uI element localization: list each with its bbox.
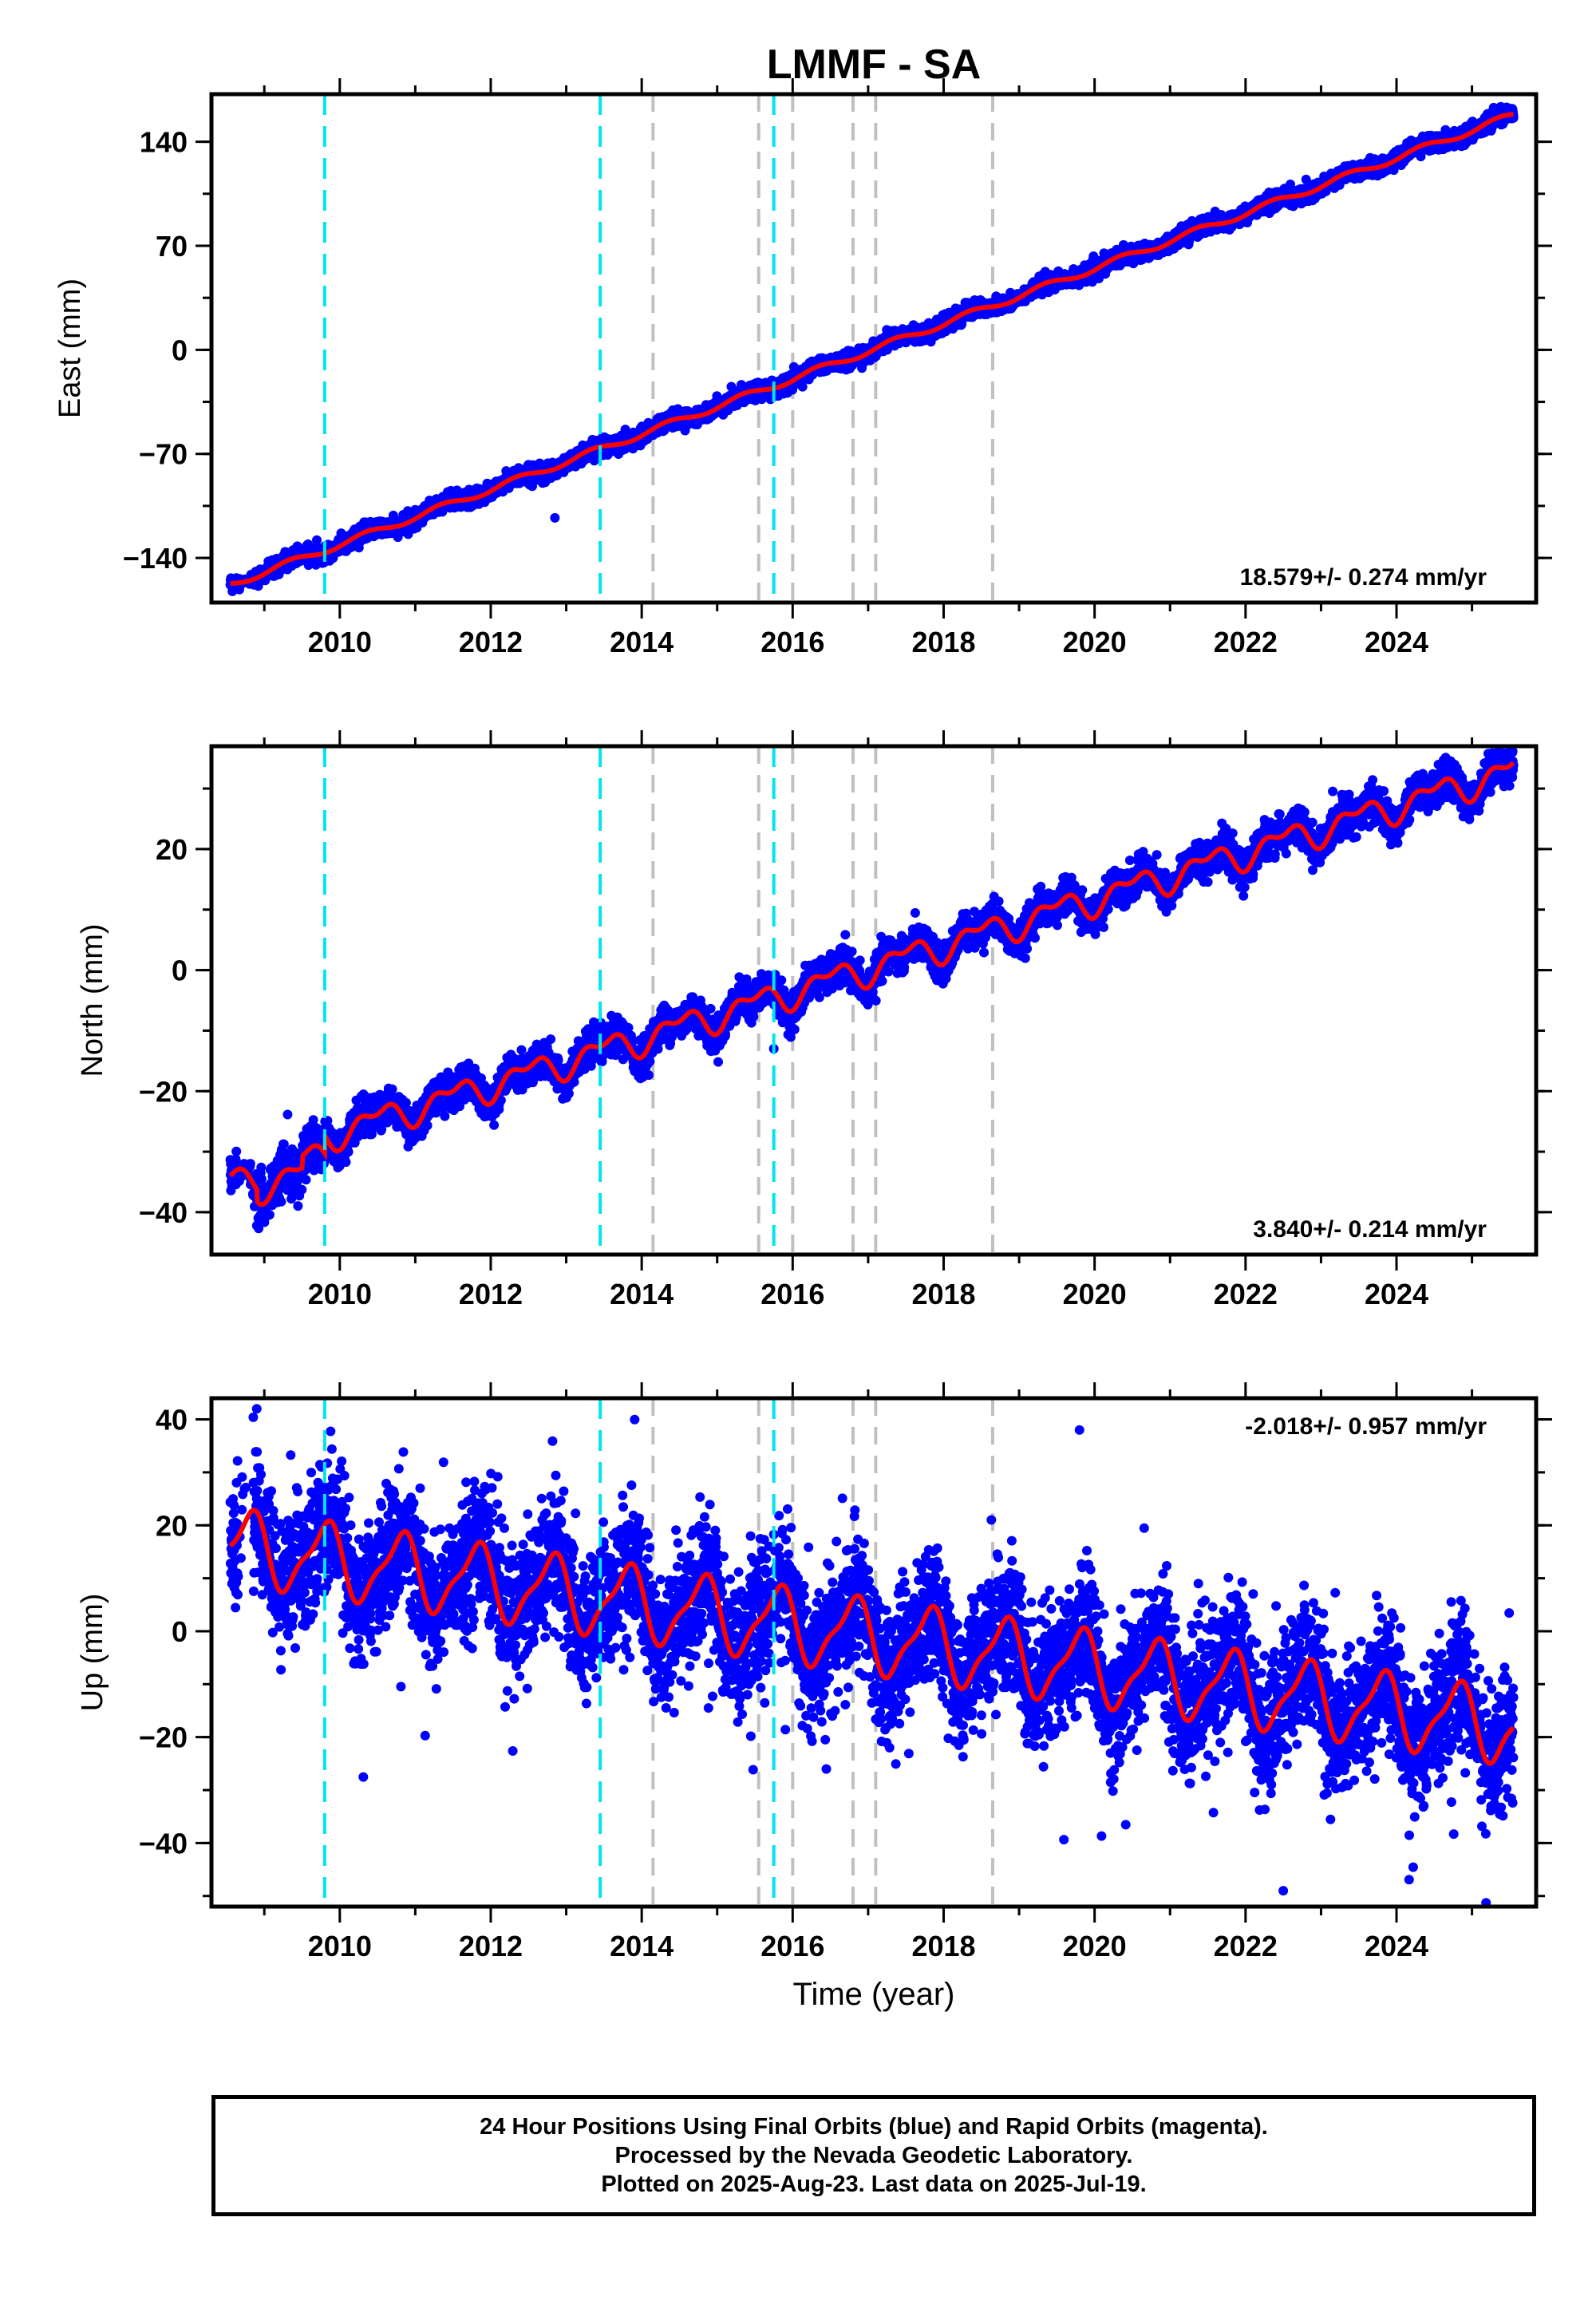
chart-title: LMMF - SA: [767, 41, 982, 88]
data-point: [393, 532, 403, 543]
data-point: [620, 425, 630, 435]
data-point: [312, 535, 322, 545]
data-point: [527, 481, 537, 492]
plot-area: [225, 94, 1519, 603]
panel-east: 2010 2012 2014 2016 2018 2020 2022 2024−140−700…: [53, 78, 1552, 658]
